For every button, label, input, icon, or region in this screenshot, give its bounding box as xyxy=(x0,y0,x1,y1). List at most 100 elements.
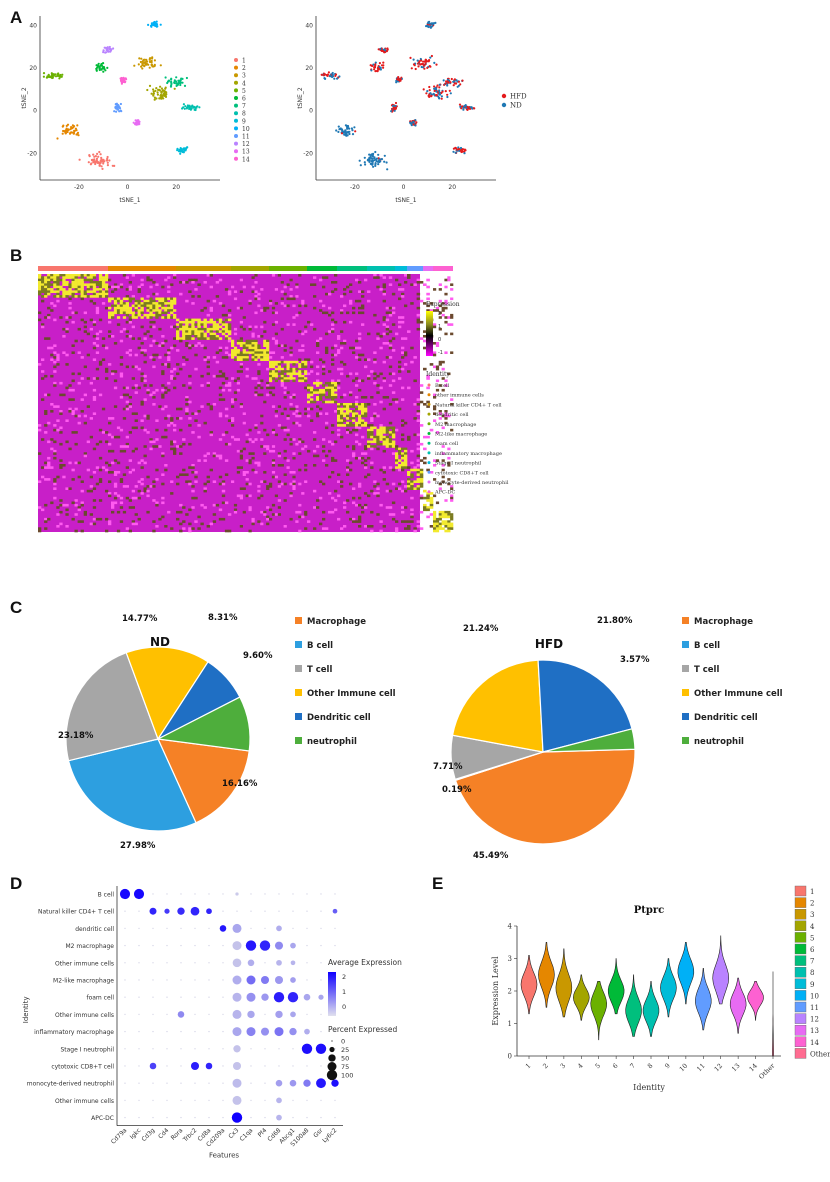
heatmap-cell xyxy=(53,360,57,364)
dot-background xyxy=(222,1030,224,1033)
heatmap-cell xyxy=(137,367,141,371)
dot-background xyxy=(306,1099,308,1102)
heatmap-cell xyxy=(373,276,377,279)
heatmap-cell xyxy=(89,295,93,298)
cell-point xyxy=(386,47,389,50)
cell-point xyxy=(97,62,100,65)
heatmap-cell xyxy=(352,379,356,383)
heatmap-cell xyxy=(257,464,261,467)
heatmap-cell xyxy=(322,388,326,392)
heatmap-cell xyxy=(401,424,405,427)
cell-point xyxy=(419,59,423,62)
heatmap-cell xyxy=(182,473,186,476)
dot-background xyxy=(180,962,182,964)
heatmap-cell xyxy=(257,292,261,296)
heatmap-cell xyxy=(398,466,402,469)
identity-legend-dot xyxy=(427,393,431,397)
heatmap-cell xyxy=(245,353,249,357)
heatmap-cell xyxy=(435,459,440,462)
heatmap-cell xyxy=(149,278,153,282)
heatmap-cell xyxy=(401,419,405,422)
heatmap-cell xyxy=(257,356,261,359)
heatmap-cell xyxy=(218,374,223,378)
heatmap-cell xyxy=(248,325,252,329)
heatmap-cell xyxy=(416,412,421,415)
heatmap-cell xyxy=(83,365,87,369)
heatmap-cell xyxy=(62,475,66,479)
heatmap-cell xyxy=(304,377,308,380)
heatmap-cell xyxy=(373,480,377,483)
heatmap-cell xyxy=(331,459,335,462)
heatmap-cell xyxy=(231,398,235,401)
heatmap-cell xyxy=(231,339,235,343)
heatmap-cell xyxy=(292,452,296,455)
heatmap-cell xyxy=(215,335,220,338)
cell-point xyxy=(146,60,149,63)
cell-point xyxy=(108,45,111,49)
heatmap-cell xyxy=(71,388,75,392)
heatmap-cell xyxy=(388,431,393,434)
heatmap-cell xyxy=(101,344,106,347)
dot-background xyxy=(124,1048,126,1050)
heatmap-cell xyxy=(95,517,100,521)
heatmap-cell xyxy=(236,306,240,310)
heatmap-cell xyxy=(307,358,311,361)
heatmap-cell xyxy=(355,278,359,282)
heatmap-cell xyxy=(435,501,440,505)
heatmap-cell xyxy=(176,407,180,411)
dot-background xyxy=(152,1013,154,1016)
heatmap-cell xyxy=(108,522,112,526)
heatmap-cell xyxy=(325,349,329,352)
heatmap-cell xyxy=(77,351,81,354)
heatmap-cell xyxy=(266,358,270,361)
heatmap-cell xyxy=(334,489,338,493)
heatmap-cell xyxy=(316,365,320,369)
heatmap-cell xyxy=(185,323,189,326)
heatmap-cell xyxy=(182,281,186,284)
cell-point xyxy=(111,164,114,167)
heatmap-cell xyxy=(401,461,405,465)
heatmap-cell xyxy=(59,510,63,514)
heatmap-cell xyxy=(161,304,165,308)
heatmap-cell xyxy=(274,363,278,366)
heatmap-cell xyxy=(245,478,249,481)
violin-shape xyxy=(607,958,625,1015)
heatmap-cell xyxy=(50,501,54,505)
heatmap-cell xyxy=(385,396,390,399)
heatmap-cell xyxy=(444,515,448,519)
violin-legend-swatch xyxy=(794,909,807,920)
heatmap-cell xyxy=(271,351,276,354)
heatmap-cell xyxy=(391,435,396,439)
heatmap-cell xyxy=(382,299,386,303)
heatmap-cell xyxy=(419,482,424,486)
heatmap-cell xyxy=(224,414,229,418)
heatmap-cell xyxy=(218,278,223,282)
heatmap-cell xyxy=(401,468,405,472)
heatmap-cell xyxy=(200,327,204,331)
heatmap-cell xyxy=(298,377,302,380)
heatmap-cell xyxy=(155,304,159,308)
heatmap-cell xyxy=(95,281,100,284)
heatmap-cell xyxy=(197,330,201,333)
heatmap-cell xyxy=(346,468,350,472)
heatmap-cell xyxy=(98,363,103,366)
pie-legend-label: Dendritic cell xyxy=(307,713,371,723)
heatmap-cell xyxy=(423,447,427,451)
cell-point xyxy=(76,131,80,134)
heatmap-cell xyxy=(221,482,226,486)
heatmap-cell xyxy=(140,377,144,380)
heatmap-cell xyxy=(83,292,87,296)
heatmap-cell xyxy=(385,435,390,439)
heatmap-cell xyxy=(74,295,78,298)
heatmap-cell xyxy=(101,358,106,361)
violin-x-tick-label: 3 xyxy=(559,1062,568,1071)
heatmap-cell xyxy=(245,342,249,345)
cell-point xyxy=(179,83,182,87)
heatmap-cell xyxy=(401,464,405,467)
cell-point xyxy=(382,61,385,64)
x-tick-label: 20 xyxy=(172,184,180,191)
heatmap-cell xyxy=(164,363,168,366)
heatmap-cell xyxy=(203,358,207,361)
heatmap-cell xyxy=(274,513,278,516)
